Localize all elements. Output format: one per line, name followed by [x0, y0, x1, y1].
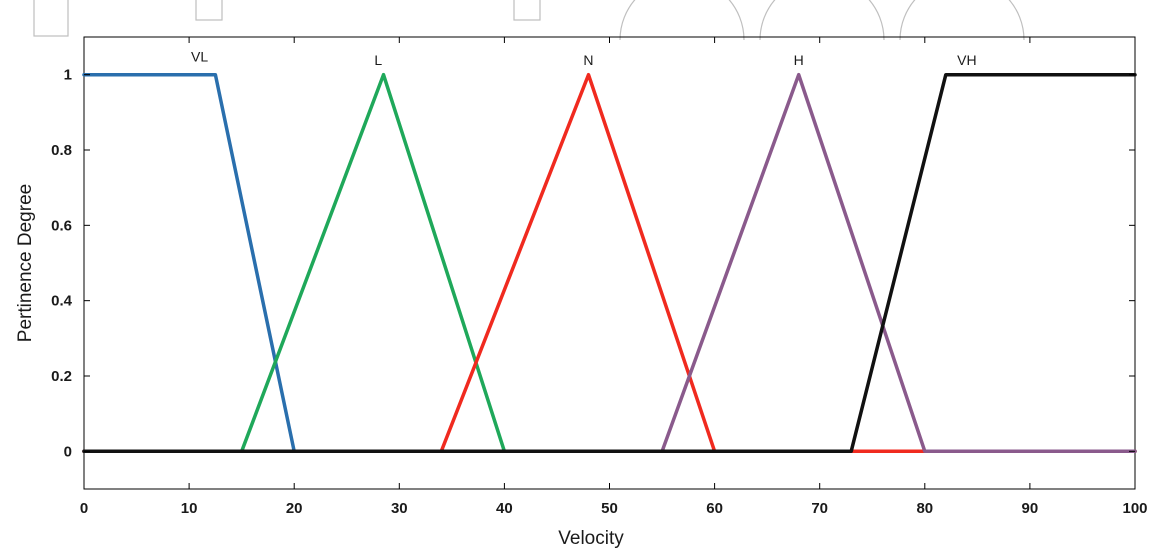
watermark-decoration	[33, 0, 1025, 41]
x-tick-label: 100	[1122, 500, 1147, 517]
ticks-layer: 0 10 20 30 40 50 60 70 80 90 100 0 0.2 0.4 0.6 0.8 1	[51, 37, 1148, 517]
y-tick-label: 0	[64, 443, 72, 460]
series-label-h: H	[794, 52, 804, 68]
y-tick-label: 0.6	[51, 217, 72, 234]
series-line-h	[82, 72, 1137, 454]
x-tick-label: 0	[80, 500, 88, 517]
series-line-l	[82, 72, 1137, 454]
series-line-vl	[82, 72, 1137, 454]
x-tick-label: 90	[1022, 500, 1039, 517]
y-tick-label: 1	[64, 67, 72, 84]
x-tick-label: 30	[391, 500, 408, 517]
series-label-vh: VH	[957, 52, 976, 68]
series-line-n	[82, 72, 1137, 454]
y-axis-title: Pertinence Degree	[15, 184, 36, 342]
x-tick-label: 40	[496, 500, 513, 517]
series-label-n: N	[583, 52, 593, 68]
x-tick-label: 10	[181, 500, 198, 517]
series-label-vl: VL	[191, 48, 208, 64]
series-line-vh	[82, 72, 1137, 454]
series-label-l: L	[374, 52, 382, 68]
plot-area-frame	[83, 36, 1136, 490]
x-tick-label: 80	[916, 500, 933, 517]
x-axis-title: Velocity	[558, 528, 624, 549]
x-tick-label: 20	[286, 500, 303, 517]
y-tick-label: 0.2	[51, 368, 72, 385]
series-labels-layer: VL L N H VH	[191, 48, 977, 68]
x-tick-label: 60	[706, 500, 723, 517]
x-tick-label: 50	[601, 500, 618, 517]
series-layer	[82, 72, 1137, 454]
y-tick-label: 0.8	[51, 142, 72, 159]
x-tick-label: 70	[811, 500, 828, 517]
y-tick-label: 0.4	[51, 293, 73, 310]
